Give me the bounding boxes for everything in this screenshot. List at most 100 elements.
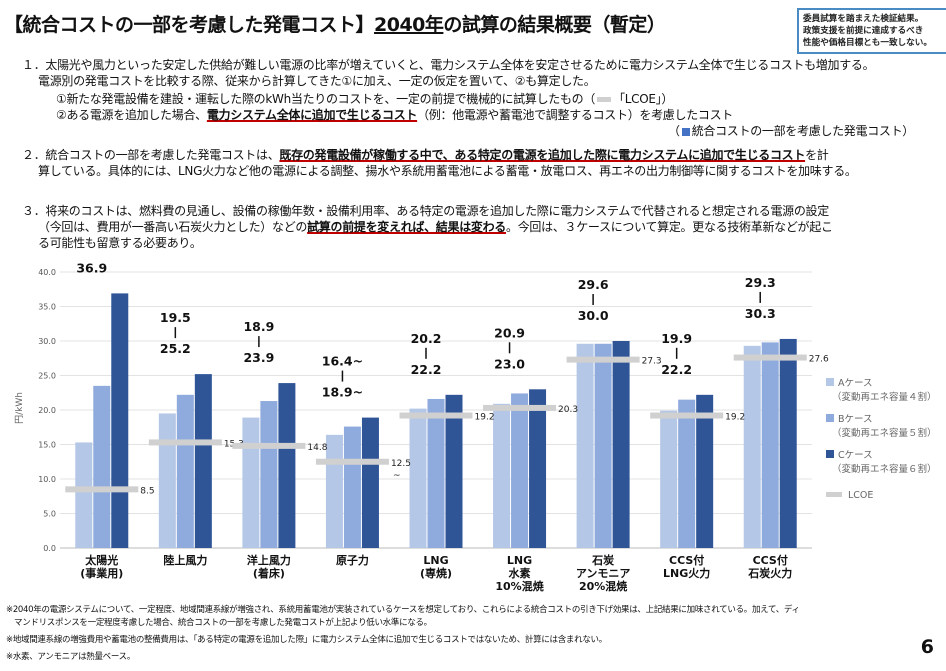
lcoe-value-label: 19.2 (475, 413, 495, 423)
category-label: アンモニア (576, 567, 631, 580)
category-label: CCS付 (669, 553, 704, 567)
note-line: 性能や価格目標とも一致しない。 (803, 38, 932, 48)
para2-line2: 算している。具体的には、LNG火力など他の電源による調整、揚水や系統用蓄電池によ… (38, 164, 857, 178)
lcoe-marker (232, 442, 306, 449)
para1-line2: 電源別の発電コストを比較する際、従来から計算してきた①に加え、一定の仮定を置いて… (38, 74, 596, 88)
range-low-label: 18.9 (243, 319, 274, 334)
range-low-label: 19.9 (661, 331, 692, 346)
legend-swatch (826, 414, 834, 422)
legend-swatch (826, 450, 834, 458)
bar-a (660, 410, 678, 548)
bar-c (445, 394, 463, 548)
lcoe-marker (733, 354, 807, 361)
category-label: 石炭 (591, 553, 614, 567)
blue-swatch-icon (681, 127, 690, 136)
para2-line1: ２．統合コストの一部を考慮した発電コストは、既存の発電設備が稼働する中で、ある特… (22, 148, 829, 162)
footnote-3: ※水素、アンモニアは熱量ベース。 (6, 652, 136, 662)
lcoe-value-label: 14.8 (307, 443, 327, 453)
legend-sublabel: （変動再エネ容量６割） (832, 463, 937, 475)
lcoe-marker (148, 439, 222, 446)
category-label: 石炭火力 (747, 566, 792, 580)
bar-series (75, 293, 797, 548)
footnote-2: ※地域間連系線の増強費用や蓄電池の整備費用は、「ある特定の電源を追加した際」に電… (6, 635, 607, 645)
para3-line1: ３．将来のコストは、燃料費の見通し、設備の稼働年数・設備利用率、ある特定の電源を… (22, 204, 829, 218)
lcoe-marker (315, 458, 389, 465)
range-high-label: 22.2 (411, 362, 442, 377)
note-line: 委員試算を踏まえた検証結果。 (803, 14, 924, 24)
range-low-label: 19.5 (160, 310, 191, 325)
bar-a (75, 442, 93, 548)
legend-swatch (826, 378, 834, 386)
category-label: 20%混焼 (579, 579, 627, 593)
category-label: CCS付 (753, 553, 788, 567)
bar-a (493, 403, 511, 548)
y-tick-label: 5.0 (43, 510, 56, 519)
bar-c (696, 394, 714, 548)
range-high-label: 18.9~ (322, 385, 363, 400)
category-label: (事業用) (80, 566, 123, 580)
para1-line5: （統合コストの一部を考慮した発電コスト） (668, 124, 915, 138)
range-labels: 15.336.919.525.218.923.916.4~18.9~20.222… (76, 260, 776, 400)
lcoe-marker (650, 412, 724, 419)
range-high-label: 23.9 (243, 350, 274, 365)
bar-b (93, 385, 111, 548)
bar-a (158, 413, 176, 548)
category-label: 洋上風力 (247, 553, 291, 567)
range-high-label: 30.3 (745, 306, 776, 321)
category-label: 水素 (509, 566, 531, 580)
bar-a (242, 417, 260, 548)
bar-b (176, 394, 194, 548)
bar-c (278, 383, 296, 548)
bar-c (779, 338, 797, 548)
range-high-label: 23.0 (494, 356, 525, 371)
y-tick-label: 25.0 (38, 372, 56, 381)
lcoe-marker (566, 356, 640, 363)
bar-b (343, 426, 361, 548)
para1-line4: ②ある電源を追加した場合、電力システム全体に追加で生じるコスト（例：他電源や蓄電… (56, 108, 734, 122)
category-label: (専焼) (420, 566, 452, 580)
verification-note-box: 委員試算を踏まえた検証結果。 政策支援を前提に達成するべき 性能や価格目標とも一… (797, 8, 946, 54)
lcoe-value-label: 19.2 (725, 413, 745, 423)
bar-a (576, 343, 594, 548)
chart-legend: Aケース （変動再エネ容量４割） Bケース （変動再エネ容量５割） Cケース （変動再エネ… (826, 378, 937, 501)
y-tick-label: 0.0 (43, 544, 56, 553)
legend-lcoe-label: LCOE (848, 490, 873, 501)
bar-c (529, 389, 547, 548)
bar-b (594, 343, 612, 548)
category-label: 陸上風力 (163, 553, 207, 567)
bar-a (409, 408, 427, 548)
category-label: LNG (507, 554, 532, 567)
bar-b (260, 401, 278, 548)
cost-bar-chart: 0.0 5.0 10.0 15.0 20.0 25.0 30.0 35.0 40.0 円/kWh… (14, 260, 937, 593)
lcoe-value-label: 27.6 (809, 355, 829, 365)
category-label: 10%混焼 (495, 579, 543, 593)
category-label: LNG火力 (663, 566, 710, 580)
lcoe-value-label: 12.5 (391, 459, 411, 469)
category-label: 太陽光 (84, 553, 118, 567)
bar-b (511, 393, 529, 548)
range-low-label: 29.3 (745, 275, 776, 290)
lcoe-marker (483, 404, 557, 411)
bar-a (743, 345, 761, 548)
y-axis: 0.0 5.0 10.0 15.0 20.0 25.0 30.0 35.0 40.0 (38, 268, 56, 553)
y-tick-label: 15.0 (38, 441, 56, 450)
lcoe-markers: 8.515.314.812.5~19.220.327.319.227.6 (65, 354, 829, 496)
category-label: (着床) (253, 566, 285, 580)
legend-sublabel: （変動再エネ容量４割） (832, 391, 937, 403)
lcoe-swatch-icon (597, 97, 612, 102)
range-low-label: 20.9 (494, 325, 525, 340)
range-high-label: 22.2 (661, 362, 692, 377)
lcoe-value-label: 27.3 (642, 357, 662, 367)
lcoe-marker (399, 412, 473, 419)
lcoe-tilde-label: ~ (393, 471, 401, 481)
lcoe-value-label: 8.5 (140, 486, 154, 496)
bar-b (761, 342, 779, 548)
legend-lcoe-swatch (826, 492, 842, 497)
range-high-label: 25.2 (160, 341, 191, 356)
note-line: 政策支援を前提に達成するべき (803, 26, 924, 36)
category-label: LNG (423, 554, 448, 567)
y-tick-label: 20.0 (38, 406, 56, 415)
bar-c (361, 417, 379, 548)
bar-b (427, 398, 445, 548)
legend-label: Aケース (838, 378, 873, 389)
